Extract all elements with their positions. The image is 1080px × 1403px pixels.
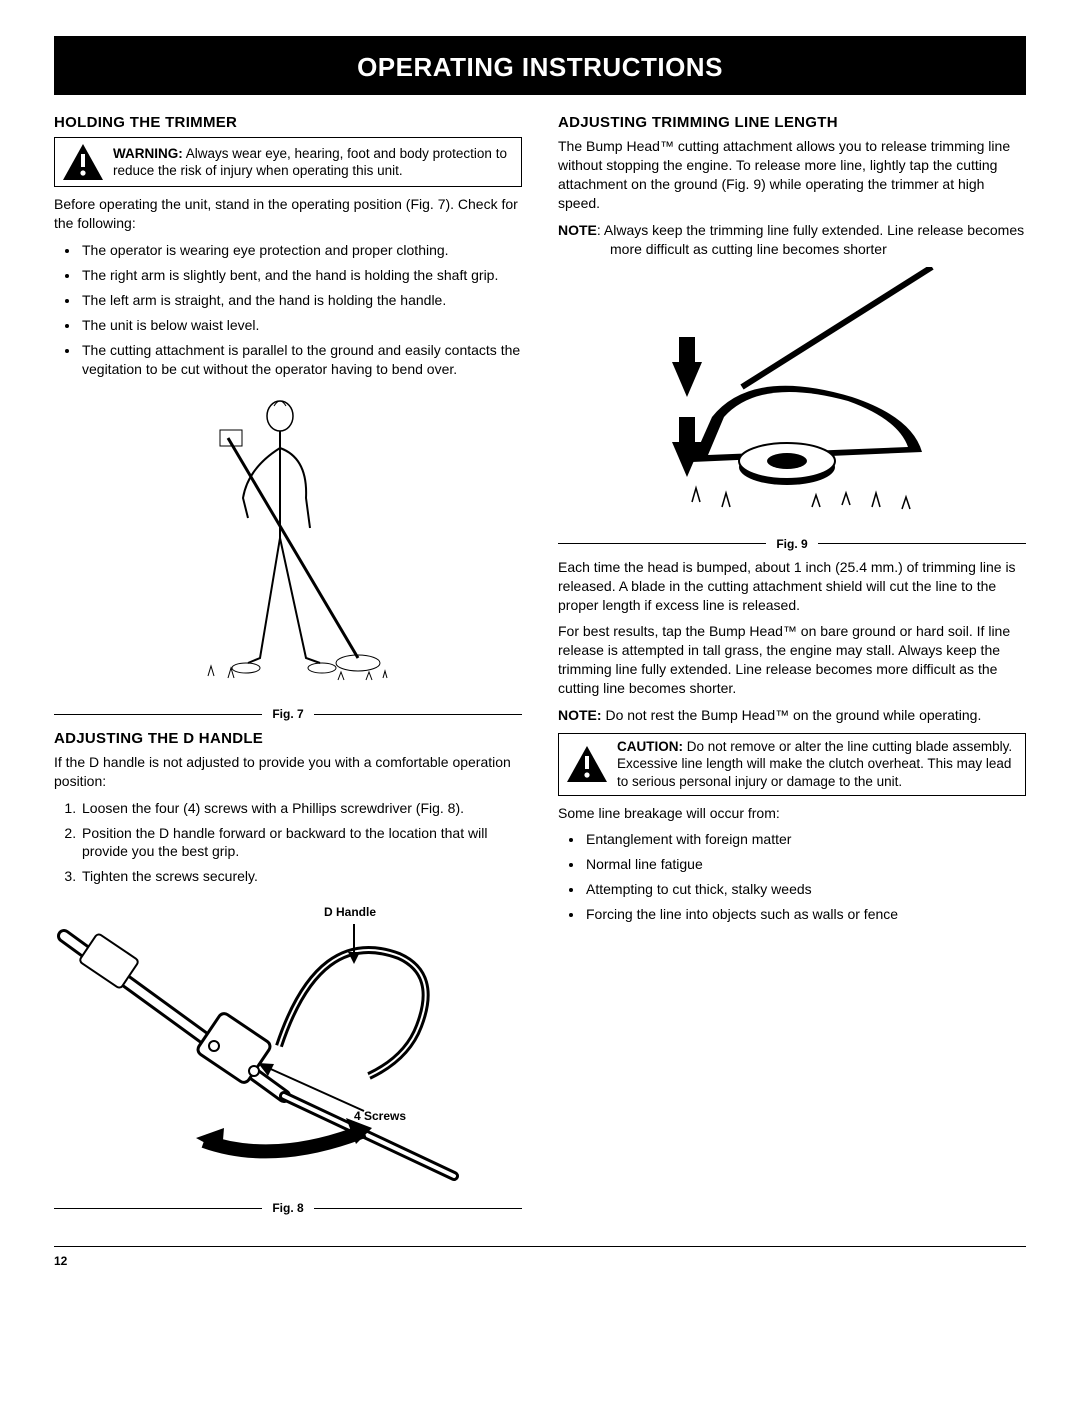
rule — [54, 714, 262, 715]
fig8-illustration — [54, 896, 494, 1186]
list-item: The unit is below waist level. — [80, 316, 522, 335]
fig9-caption-row: Fig. 9 — [558, 536, 1026, 552]
list-item: Forcing the line into objects such as wa… — [584, 905, 1026, 924]
list-item: Tighten the screws securely. — [80, 867, 522, 886]
figure-8: D Handle 4 Screws — [54, 896, 522, 1196]
fig7-illustration — [188, 388, 388, 698]
caution-label: CAUTION: — [617, 739, 683, 754]
rule — [818, 543, 1026, 544]
breakage-list: Entanglement with foreign matter Normal … — [558, 830, 1026, 924]
caution-box: CAUTION: Do not remove or alter the line… — [558, 733, 1026, 796]
fig8-caption: Fig. 8 — [262, 1200, 313, 1216]
fig8-label-d-handle: D Handle — [324, 904, 376, 920]
fig8-caption-row: Fig. 8 — [54, 1200, 522, 1216]
rule — [558, 543, 766, 544]
left-column: HOLDING THE TRIMMER WARNING: Always wear… — [54, 113, 522, 1222]
breakage-intro: Some line breakage will occur from: — [558, 804, 1026, 823]
warning-triangle-icon — [61, 142, 105, 182]
list-item: Attempting to cut thick, stalky weeds — [584, 880, 1026, 899]
figure-9 — [558, 267, 1026, 532]
bump-release-paragraph: Each time the head is bumped, about 1 in… — [558, 558, 1026, 615]
heading-adjust-d-handle: ADJUSTING THE D HANDLE — [54, 729, 522, 749]
warning-label: WARNING: — [113, 146, 183, 161]
best-results-paragraph: For best results, tap the Bump Head™ on … — [558, 622, 1026, 698]
note2-label: NOTE: — [558, 707, 602, 723]
page: OPERATING INSTRUCTIONS HOLDING THE TRIMM… — [0, 0, 1080, 1290]
list-item: The operator is wearing eye protection a… — [80, 241, 522, 260]
heading-adjust-line-length: ADJUSTING TRIMMING LINE LENGTH — [558, 113, 1026, 133]
list-item: The cutting attachment is parallel to th… — [80, 341, 522, 379]
caution-triangle-icon — [565, 744, 609, 784]
fig9-caption: Fig. 9 — [766, 536, 817, 552]
d-handle-intro: If the D handle is not adjusted to provi… — [54, 753, 522, 791]
right-column: ADJUSTING TRIMMING LINE LENGTH The Bump … — [558, 113, 1026, 1222]
d-handle-steps: Loosen the four (4) screws with a Philli… — [54, 799, 522, 887]
figure-7 — [54, 388, 522, 698]
bump-head-intro: The Bump Head™ cutting attachment allows… — [558, 137, 1026, 213]
list-item: Position the D handle forward or backwar… — [80, 824, 522, 862]
note-1: NOTE: Always keep the trimming line full… — [558, 221, 1026, 259]
fig7-caption: Fig. 7 — [262, 706, 313, 722]
check-list: The operator is wearing eye protection a… — [54, 241, 522, 378]
list-item: Entanglement with foreign matter — [584, 830, 1026, 849]
warning-text: WARNING: Always wear eye, hearing, foot … — [113, 145, 515, 180]
fig7-caption-row: Fig. 7 — [54, 706, 522, 722]
rule — [314, 1208, 522, 1209]
banner-title: OPERATING INSTRUCTIONS — [54, 36, 1026, 95]
two-column-layout: HOLDING THE TRIMMER WARNING: Always wear… — [54, 113, 1026, 1222]
caution-text: CAUTION: Do not remove or alter the line… — [617, 738, 1019, 791]
heading-holding-trimmer: HOLDING THE TRIMMER — [54, 113, 522, 133]
list-item: The right arm is slightly bent, and the … — [80, 266, 522, 285]
note-2: NOTE: Do not rest the Bump Head™ on the … — [558, 706, 1026, 725]
page-number: 12 — [54, 1246, 1026, 1269]
rule — [54, 1208, 262, 1209]
intro-paragraph: Before operating the unit, stand in the … — [54, 195, 522, 233]
note1-label: NOTE — [558, 222, 597, 238]
note1-body: : Always keep the trimming line fully ex… — [597, 222, 1024, 257]
list-item: The left arm is straight, and the hand i… — [80, 291, 522, 310]
fig9-illustration — [612, 267, 972, 527]
list-item: Loosen the four (4) screws with a Philli… — [80, 799, 522, 818]
fig8-label-screws: 4 Screws — [354, 1108, 406, 1124]
list-item: Normal line fatigue — [584, 855, 1026, 874]
rule — [314, 714, 522, 715]
warning-box: WARNING: Always wear eye, hearing, foot … — [54, 137, 522, 187]
note2-body: Do not rest the Bump Head™ on the ground… — [602, 707, 982, 723]
